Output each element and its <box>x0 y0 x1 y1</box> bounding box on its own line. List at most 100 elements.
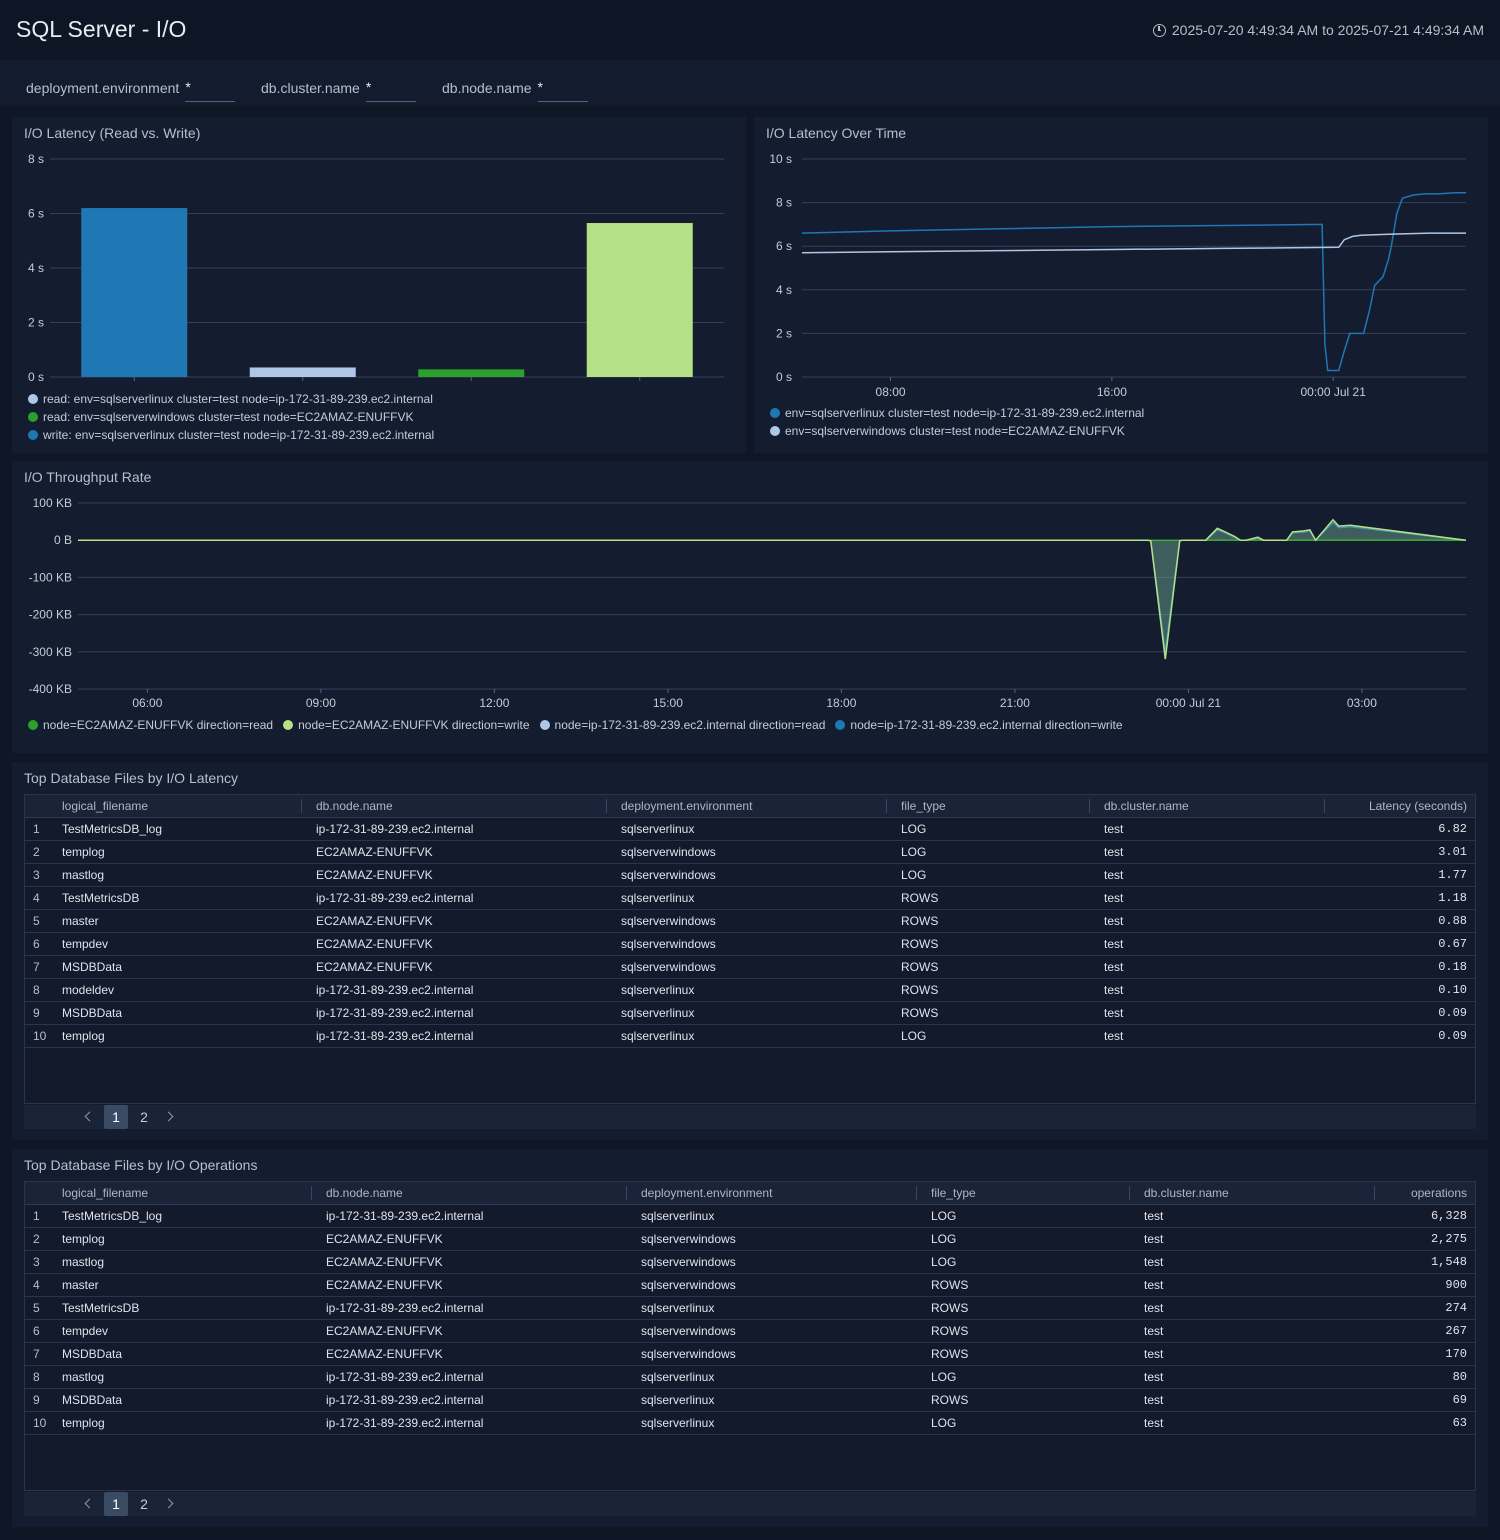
legend-item[interactable]: env=sqlserverlinux cluster=test node=ip-… <box>770 404 1144 422</box>
row-index: 10 <box>33 1029 47 1043</box>
table-cell: tempdev <box>62 937 109 951</box>
time-range-picker[interactable]: 2025-07-20 4:49:34 AM to 2025-07-21 4:49… <box>1152 22 1484 38</box>
table-cell: sqlserverlinux <box>621 1006 695 1020</box>
table-row[interactable]: 2 templog EC2AMAZ-ENUFFVK sqlserverwindows L… <box>25 1228 1475 1251</box>
column-divider[interactable] <box>886 799 887 813</box>
legend-label: node=ip-172-31-89-239.ec2.internal direc… <box>850 718 1123 732</box>
column-header[interactable]: file_type <box>901 799 946 813</box>
x-tick-label: 00:00 Jul 21 <box>1301 385 1367 399</box>
chevron-right-icon[interactable] <box>163 1111 174 1122</box>
column-divider[interactable] <box>1089 799 1090 813</box>
page-button-2[interactable]: 2 <box>140 1496 148 1512</box>
table-row[interactable]: 8 modeldev ip-172-31-89-239.ec2.internal sq… <box>25 979 1475 1002</box>
time-range-label: 2025-07-20 4:49:34 AM to 2025-07-21 4:49… <box>1171 22 1484 38</box>
table-row[interactable]: 10 templog ip-172-31-89-239.ec2.internal sq… <box>25 1412 1475 1435</box>
chevron-left-icon[interactable] <box>84 1498 95 1509</box>
column-header[interactable]: db.node.name <box>326 1186 403 1200</box>
y-tick-label: 100 KB <box>33 496 72 510</box>
table-row[interactable]: 9 MSDBData ip-172-31-89-239.ec2.internal sq… <box>25 1002 1475 1025</box>
table-cell: sqlserverwindows <box>621 914 716 928</box>
y-tick-label: -100 KB <box>29 570 72 584</box>
column-header[interactable]: logical_filename <box>62 799 149 813</box>
legend-label: node=EC2AMAZ-ENUFFVK direction=write <box>298 718 530 732</box>
column-divider[interactable] <box>301 799 302 813</box>
table-row[interactable]: 7 MSDBData EC2AMAZ-ENUFFVK sqlserverwindows… <box>25 956 1475 979</box>
page-button-1[interactable]: 1 <box>104 1492 128 1516</box>
column-header[interactable]: Latency (seconds) <box>1368 799 1467 813</box>
table-row[interactable]: 6 tempdev EC2AMAZ-ENUFFVK sqlserverwindows R… <box>25 1320 1475 1343</box>
y-tick-label: 0 s <box>28 370 44 384</box>
y-tick-label: 4 s <box>776 283 792 297</box>
legend-item[interactable]: node=EC2AMAZ-ENUFFVK direction=write <box>283 716 530 734</box>
column-header[interactable]: db.cluster.name <box>1104 799 1189 813</box>
column-header[interactable]: db.cluster.name <box>1144 1186 1229 1200</box>
panel-io-throughput-rate: I/O Throughput Rate -400 KB -300 KB -200 K… <box>12 461 1488 753</box>
column-divider[interactable] <box>606 799 607 813</box>
filter-value-input[interactable]: * <box>365 74 416 102</box>
column-divider[interactable] <box>1129 1186 1130 1200</box>
legend-item[interactable]: write: env=sqlserverlinux cluster=test n… <box>28 426 434 444</box>
column-divider[interactable] <box>916 1186 917 1200</box>
column-header[interactable]: logical_filename <box>62 1186 149 1200</box>
chevron-right-icon[interactable] <box>163 1498 174 1509</box>
table-row[interactable]: 5 TestMetricsDB ip-172-31-89-239.ec2.inter… <box>25 1297 1475 1320</box>
files-operations-table: logical_filename db.node.name deployment… <box>24 1181 1476 1491</box>
y-tick-label: 0 B <box>54 533 72 547</box>
filter-value-input[interactable]: * <box>185 74 236 102</box>
column-divider[interactable] <box>1374 1186 1375 1200</box>
table-header: logical_filename db.node.name deployment… <box>25 1182 1475 1205</box>
table-row[interactable]: 4 TestMetricsDB ip-172-31-89-239.ec2.inter… <box>25 887 1475 910</box>
filter-deployment-environment[interactable]: deployment.environment * <box>26 74 236 102</box>
filter-db-cluster-name[interactable]: db.cluster.name * <box>261 74 416 102</box>
table-row[interactable]: 10 templog ip-172-31-89-239.ec2.internal sq… <box>25 1025 1475 1048</box>
legend-item[interactable]: env=sqlserverwindows cluster=test node=E… <box>770 422 1144 440</box>
table-cell: ip-172-31-89-239.ec2.internal <box>326 1209 484 1223</box>
column-divider[interactable] <box>1324 799 1325 813</box>
column-header[interactable]: db.node.name <box>316 799 393 813</box>
table-row[interactable]: 8 mastlog ip-172-31-89-239.ec2.internal sql… <box>25 1366 1475 1389</box>
table-row[interactable]: 3 mastlog EC2AMAZ-ENUFFVK sqlserverwindows L… <box>25 1251 1475 1274</box>
panel-title: Top Database Files by I/O Operations <box>24 1157 258 1173</box>
table-row[interactable]: 2 templog EC2AMAZ-ENUFFVK sqlserverwindows L… <box>25 841 1475 864</box>
legend-item[interactable]: node=ip-172-31-89-239.ec2.internal direc… <box>835 716 1123 734</box>
legend-item[interactable]: read: env=sqlserverlinux cluster=test no… <box>28 390 434 408</box>
pagination: 1 2 <box>24 1492 1476 1516</box>
table-cell: sqlserverwindows <box>641 1255 736 1269</box>
table-cell: 80 <box>1452 1370 1467 1384</box>
table-row[interactable]: 6 tempdev EC2AMAZ-ENUFFVK sqlserverwindows R… <box>25 933 1475 956</box>
dashboard-header: SQL Server - I/O 2025-07-20 4:49:34 AM t… <box>0 0 1500 60</box>
column-header[interactable]: deployment.environment <box>621 799 753 813</box>
legend-item[interactable]: node=ip-172-31-89-239.ec2.internal direc… <box>539 716 826 734</box>
filter-label: db.node.name <box>442 80 532 96</box>
column-divider[interactable] <box>311 1186 312 1200</box>
table-cell: 1,548 <box>1430 1255 1467 1269</box>
table-row[interactable]: 4 master EC2AMAZ-ENUFFVK sqlserverwindows RO… <box>25 1274 1475 1297</box>
table-row[interactable]: 5 master EC2AMAZ-ENUFFVK sqlserverwindows RO… <box>25 910 1475 933</box>
table-row[interactable]: 1 TestMetricsDB_log ip-172-31-89-239.ec2.i… <box>25 818 1475 841</box>
column-divider[interactable] <box>626 1186 627 1200</box>
table-cell: mastlog <box>62 868 105 882</box>
table-cell: MSDBData <box>62 1393 123 1407</box>
table-cell: mastlog <box>62 1255 105 1269</box>
column-header[interactable]: file_type <box>931 1186 976 1200</box>
table-row[interactable]: 9 MSDBData ip-172-31-89-239.ec2.internal sq… <box>25 1389 1475 1412</box>
y-tick-label: 8 s <box>28 152 44 166</box>
chevron-left-icon[interactable] <box>84 1111 95 1122</box>
table-cell: sqlserverlinux <box>621 1029 695 1043</box>
legend-item[interactable]: node=EC2AMAZ-ENUFFVK direction=read <box>28 716 273 734</box>
table-row[interactable]: 7 MSDBData EC2AMAZ-ENUFFVK sqlserverwindows… <box>25 1343 1475 1366</box>
page-button-2[interactable]: 2 <box>140 1109 148 1125</box>
bar <box>586 223 693 377</box>
legend-item[interactable]: read: env=sqlserverwindows cluster=test … <box>28 408 434 426</box>
page-button-1[interactable]: 1 <box>104 1105 128 1129</box>
table-cell: 2,275 <box>1430 1232 1467 1246</box>
column-header[interactable]: operations <box>1410 1186 1467 1200</box>
filter-db-node-name[interactable]: db.node.name * <box>442 74 588 102</box>
table-row[interactable]: 1 TestMetricsDB_log ip-172-31-89-239.ec2.i… <box>25 1205 1475 1228</box>
table-cell: ROWS <box>931 1393 969 1407</box>
filter-value-input[interactable]: * <box>537 74 588 102</box>
table-body: 1 TestMetricsDB_log ip-172-31-89-239.ec2.i… <box>25 1205 1475 1435</box>
legend-label: node=ip-172-31-89-239.ec2.internal direc… <box>554 718 826 732</box>
column-header[interactable]: deployment.environment <box>641 1186 773 1200</box>
table-row[interactable]: 3 mastlog EC2AMAZ-ENUFFVK sqlserverwindows L… <box>25 864 1475 887</box>
